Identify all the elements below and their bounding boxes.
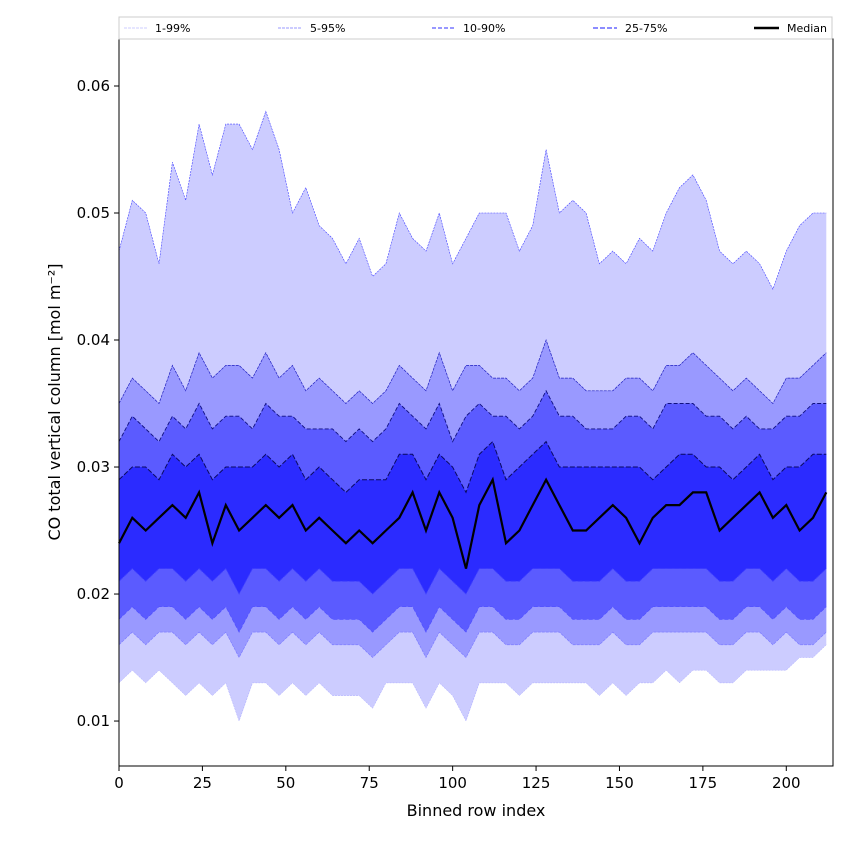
legend-label-10-90: 10-90% <box>463 22 505 35</box>
line-p75 <box>118 440 827 494</box>
x-axis: 0 25 50 75 100 125 150 175 200 <box>114 766 801 792</box>
y-tick-label: 0.02 <box>77 585 110 603</box>
line-p1 <box>118 644 827 722</box>
line-p90 <box>118 389 827 443</box>
x-tick-label: 25 <box>193 774 212 792</box>
lines-layer <box>118 110 828 722</box>
legend-label-1-99: 1-99% <box>155 22 190 35</box>
line-median <box>118 476 828 569</box>
x-tick-label: 50 <box>276 774 295 792</box>
x-tick-label: 175 <box>689 774 718 792</box>
x-tick-label: 125 <box>522 774 551 792</box>
line-p99 <box>118 110 827 290</box>
legend-label-median: Median <box>787 22 827 35</box>
y-axis: 0.01 0.02 0.03 0.04 0.05 0.06 <box>77 77 119 730</box>
band-25-75 <box>119 441 827 594</box>
x-axis-label: Binned row index <box>407 801 546 820</box>
y-axis-label: CO total vertical column [mol m⁻²] <box>45 263 64 540</box>
y-tick-label: 0.04 <box>77 331 110 349</box>
x-tick-label: 200 <box>772 774 801 792</box>
y-tick-label: 0.05 <box>77 204 110 222</box>
x-tick-label: 0 <box>114 774 124 792</box>
y-tick-label: 0.01 <box>77 712 110 730</box>
y-tick-label: 0.06 <box>77 77 110 95</box>
y-tick-label: 0.03 <box>77 458 110 476</box>
x-tick-label: 150 <box>605 774 634 792</box>
x-tick-label: 100 <box>438 774 467 792</box>
legend-label-5-95: 5-95% <box>310 22 345 35</box>
line-p5 <box>118 631 827 659</box>
legend-label-25-75: 25-75% <box>625 22 667 35</box>
legend-box <box>118 16 833 40</box>
line-p10 <box>118 606 827 633</box>
legend: 1-99% 5-95% 10-90% 25-75% Median <box>118 16 833 40</box>
line-p95 <box>118 338 827 405</box>
x-tick-label: 75 <box>360 774 379 792</box>
